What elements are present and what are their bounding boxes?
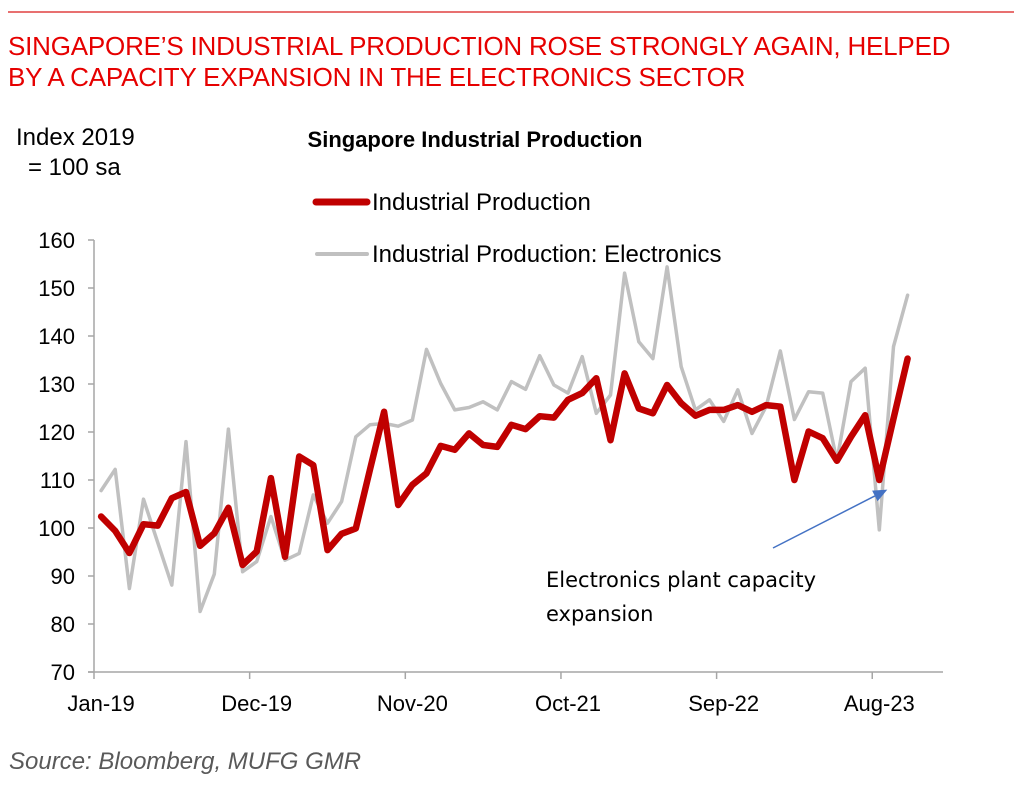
x-tick-label: Nov-20 xyxy=(377,691,448,716)
legend: Industrial Production Industrial Product… xyxy=(312,189,722,268)
y-tick-label: 80 xyxy=(51,612,75,637)
series-layer xyxy=(97,265,911,614)
y-tick-label: 120 xyxy=(38,420,75,445)
y-tick-label: 150 xyxy=(38,276,75,301)
y-tick-label: 110 xyxy=(40,468,75,493)
y-axis-unit-label: Index 2019 = 100 sa xyxy=(16,123,135,183)
legend-label-electronics: Industrial Production: Electronics xyxy=(372,241,722,268)
x-tick-label: Oct-21 xyxy=(535,691,601,716)
annotation-text-line-1: Electronics plant capacity xyxy=(546,568,816,592)
source-note: Source: Bloomberg, MUFG GMR xyxy=(9,748,362,775)
headline-line-2: BY A CAPACITY EXPANSION IN THE ELECTRONI… xyxy=(8,62,746,92)
annotation-arrow xyxy=(772,495,876,549)
y-tick-label: 140 xyxy=(38,324,75,349)
series-line-industrial-production xyxy=(97,355,911,569)
y-tick-label: 70 xyxy=(51,660,75,685)
series-line-electronics xyxy=(99,265,910,614)
headline-line-1: SINGAPORE’S INDUSTRIAL PRODUCTION ROSE S… xyxy=(8,31,951,61)
y-axis-unit-line-2: = 100 sa xyxy=(28,154,121,181)
headline: SINGAPORE’S INDUSTRIAL PRODUCTION ROSE S… xyxy=(8,31,950,93)
y-tick-label: 90 xyxy=(51,564,75,589)
axes: 70 80 90 100 110 120 130 140 150 160 Jan-19 Dec-19 N… xyxy=(38,228,943,716)
y-tick-label: 100 xyxy=(38,516,75,541)
x-tick-label: Aug-23 xyxy=(844,691,915,716)
top-rule xyxy=(8,11,1014,13)
annotation-text-line-2: expansion xyxy=(546,602,653,626)
x-tick-label: Sep-22 xyxy=(688,691,759,716)
y-tick-label: 130 xyxy=(38,372,75,397)
x-tick-label: Jan-19 xyxy=(67,691,134,716)
y-tick-label: 160 xyxy=(38,228,75,253)
y-axis-unit-line-1: Index 2019 xyxy=(16,124,135,151)
annotation: Electronics plant capacity expansion xyxy=(546,489,888,626)
legend-label-industrial-production: Industrial Production xyxy=(372,189,591,216)
annotation-arrowhead-icon xyxy=(872,489,888,502)
chart-title: Singapore Industrial Production xyxy=(308,127,643,152)
x-tick-label: Dec-19 xyxy=(221,691,292,716)
